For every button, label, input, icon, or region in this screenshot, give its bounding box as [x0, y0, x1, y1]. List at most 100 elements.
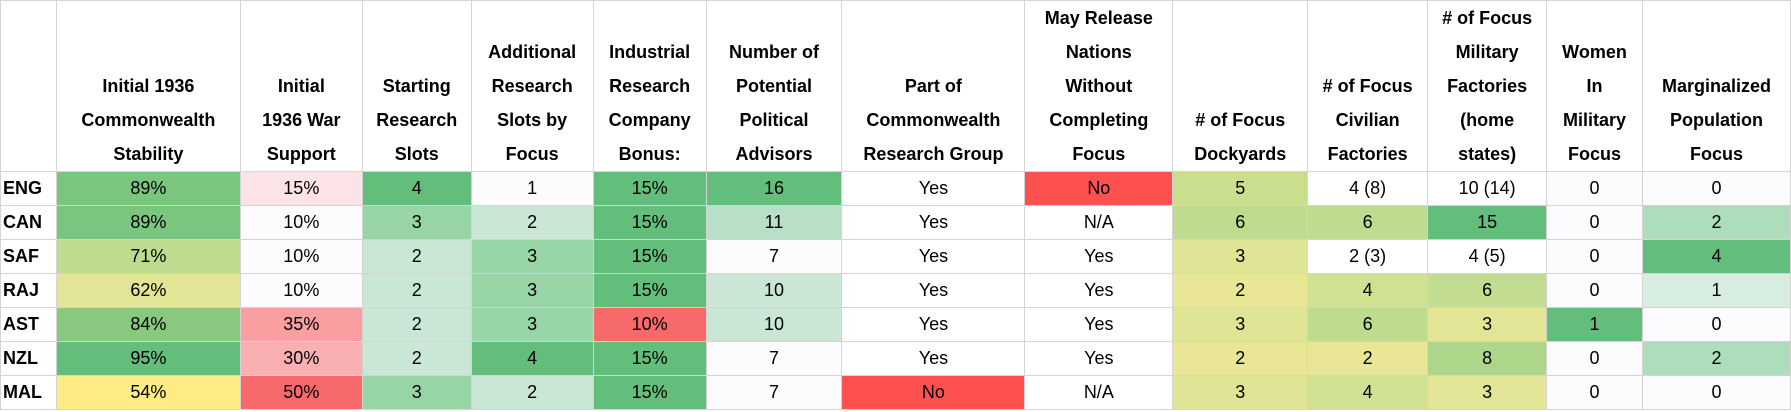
table-cell[interactable]: 2 — [361, 273, 472, 308]
row-label[interactable]: ENG — [0, 171, 57, 206]
column-header[interactable]: Part of Commonwealth Research Group — [841, 0, 1026, 172]
table-cell[interactable]: 1 — [470, 171, 594, 206]
table-cell[interactable]: 2 — [470, 205, 594, 240]
table-cell[interactable]: 0 — [1641, 307, 1791, 342]
row-label[interactable]: CAN — [0, 205, 57, 240]
table-cell[interactable]: 3 — [470, 239, 594, 274]
table-cell[interactable]: 0 — [1546, 341, 1643, 376]
table-cell[interactable]: 6 — [1172, 205, 1309, 240]
row-label[interactable]: RAJ — [0, 273, 57, 308]
table-cell[interactable]: Yes — [841, 171, 1026, 206]
table-cell[interactable]: 10 (14) — [1427, 171, 1548, 206]
table-cell[interactable]: 0 — [1546, 239, 1643, 274]
table-cell[interactable]: 4 — [1307, 375, 1429, 410]
table-cell[interactable]: Yes — [1024, 307, 1174, 342]
table-cell[interactable]: 0 — [1546, 375, 1643, 410]
table-cell[interactable]: 84% — [55, 307, 241, 342]
table-cell[interactable]: 2 — [361, 239, 472, 274]
table-cell[interactable]: 0 — [1641, 171, 1791, 206]
table-cell[interactable]: 4 — [1641, 239, 1791, 274]
column-header[interactable]: Industrial Research Company Bonus: — [592, 0, 707, 172]
table-cell[interactable]: 2 — [1172, 341, 1309, 376]
table-cell[interactable]: 15% — [239, 171, 363, 206]
table-cell[interactable]: 6 — [1427, 273, 1548, 308]
column-header[interactable]: # of Focus Civilian Factories — [1307, 0, 1429, 172]
table-cell[interactable]: 35% — [239, 307, 363, 342]
table-cell[interactable]: 0 — [1546, 205, 1643, 240]
table-cell[interactable]: 0 — [1546, 273, 1643, 308]
table-cell[interactable]: 3 — [470, 273, 594, 308]
table-cell[interactable]: 10% — [592, 307, 707, 342]
table-cell[interactable]: 4 (5) — [1427, 239, 1548, 274]
column-header[interactable]: Number of Potential Political Advisors — [705, 0, 843, 172]
column-header[interactable]: Initial 1936 War Support — [239, 0, 363, 172]
row-label[interactable]: SAF — [0, 239, 57, 274]
column-header[interactable]: Marginalized Population Focus — [1641, 0, 1791, 172]
table-cell[interactable]: Yes — [841, 307, 1026, 342]
table-cell[interactable]: 15% — [592, 273, 707, 308]
table-cell[interactable]: 7 — [705, 341, 843, 376]
table-cell[interactable]: Yes — [841, 341, 1026, 376]
table-cell[interactable]: 16 — [705, 171, 843, 206]
table-cell[interactable]: 2 — [1307, 341, 1429, 376]
table-cell[interactable]: 3 — [361, 375, 472, 410]
table-cell[interactable]: 4 — [470, 341, 594, 376]
table-cell[interactable]: 10% — [239, 273, 363, 308]
table-cell[interactable]: 2 (3) — [1307, 239, 1429, 274]
table-cell[interactable]: 3 — [1427, 307, 1548, 342]
table-cell[interactable]: 10% — [239, 205, 363, 240]
table-cell[interactable]: 95% — [55, 341, 241, 376]
table-cell[interactable]: 0 — [1641, 375, 1791, 410]
table-cell[interactable]: 62% — [55, 273, 241, 308]
table-cell[interactable]: 7 — [705, 375, 843, 410]
table-cell[interactable]: 11 — [705, 205, 843, 240]
table-cell[interactable]: 71% — [55, 239, 241, 274]
table-cell[interactable]: 10% — [239, 239, 363, 274]
table-cell[interactable]: Yes — [1024, 273, 1174, 308]
row-label[interactable]: MAL — [0, 375, 57, 410]
table-cell[interactable]: 2 — [1641, 205, 1791, 240]
row-label[interactable]: AST — [0, 307, 57, 342]
column-header[interactable]: Women In Military Focus — [1546, 0, 1643, 172]
table-cell[interactable]: 6 — [1307, 307, 1429, 342]
column-header[interactable]: Additional Research Slots by Focus — [470, 0, 594, 172]
table-cell[interactable]: 3 — [361, 205, 472, 240]
table-cell[interactable]: Yes — [1024, 341, 1174, 376]
table-cell[interactable]: 2 — [361, 341, 472, 376]
table-cell[interactable]: 15% — [592, 205, 707, 240]
column-header[interactable]: Starting Research Slots — [361, 0, 472, 172]
table-cell[interactable]: 10 — [705, 273, 843, 308]
table-cell[interactable]: 30% — [239, 341, 363, 376]
table-cell[interactable]: 3 — [1172, 307, 1309, 342]
table-cell[interactable]: 3 — [470, 307, 594, 342]
table-cell[interactable]: Yes — [1024, 239, 1174, 274]
table-cell[interactable]: 0 — [1546, 171, 1643, 206]
table-cell[interactable]: Yes — [841, 239, 1026, 274]
row-label[interactable]: NZL — [0, 341, 57, 376]
column-header[interactable]: # of Focus Military Factories (home stat… — [1427, 0, 1548, 172]
table-cell[interactable]: 4 — [1307, 273, 1429, 308]
table-cell[interactable]: 15% — [592, 239, 707, 274]
column-header[interactable]: # of Focus Dockyards — [1172, 0, 1309, 172]
table-cell[interactable]: 15% — [592, 171, 707, 206]
table-cell[interactable]: 89% — [55, 205, 241, 240]
table-cell[interactable]: 5 — [1172, 171, 1309, 206]
table-cell[interactable]: 3 — [1172, 239, 1309, 274]
table-cell[interactable]: No — [841, 375, 1026, 410]
table-cell[interactable]: 4 (8) — [1307, 171, 1429, 206]
table-cell[interactable]: Yes — [841, 205, 1026, 240]
column-header[interactable]: Initial 1936 Commonwealth Stability — [55, 0, 241, 172]
table-cell[interactable]: 15% — [592, 375, 707, 410]
table-cell[interactable]: 8 — [1427, 341, 1548, 376]
table-cell[interactable]: 1 — [1546, 307, 1643, 342]
table-cell[interactable]: No — [1024, 171, 1174, 206]
table-cell[interactable]: N/A — [1024, 375, 1174, 410]
table-cell[interactable]: N/A — [1024, 205, 1174, 240]
table-cell[interactable]: 2 — [1641, 341, 1791, 376]
table-cell[interactable]: 1 — [1641, 273, 1791, 308]
table-cell[interactable]: 15% — [592, 341, 707, 376]
table-cell[interactable]: 2 — [470, 375, 594, 410]
table-cell[interactable]: 89% — [55, 171, 241, 206]
table-cell[interactable]: 2 — [361, 307, 472, 342]
table-cell[interactable]: 50% — [239, 375, 363, 410]
